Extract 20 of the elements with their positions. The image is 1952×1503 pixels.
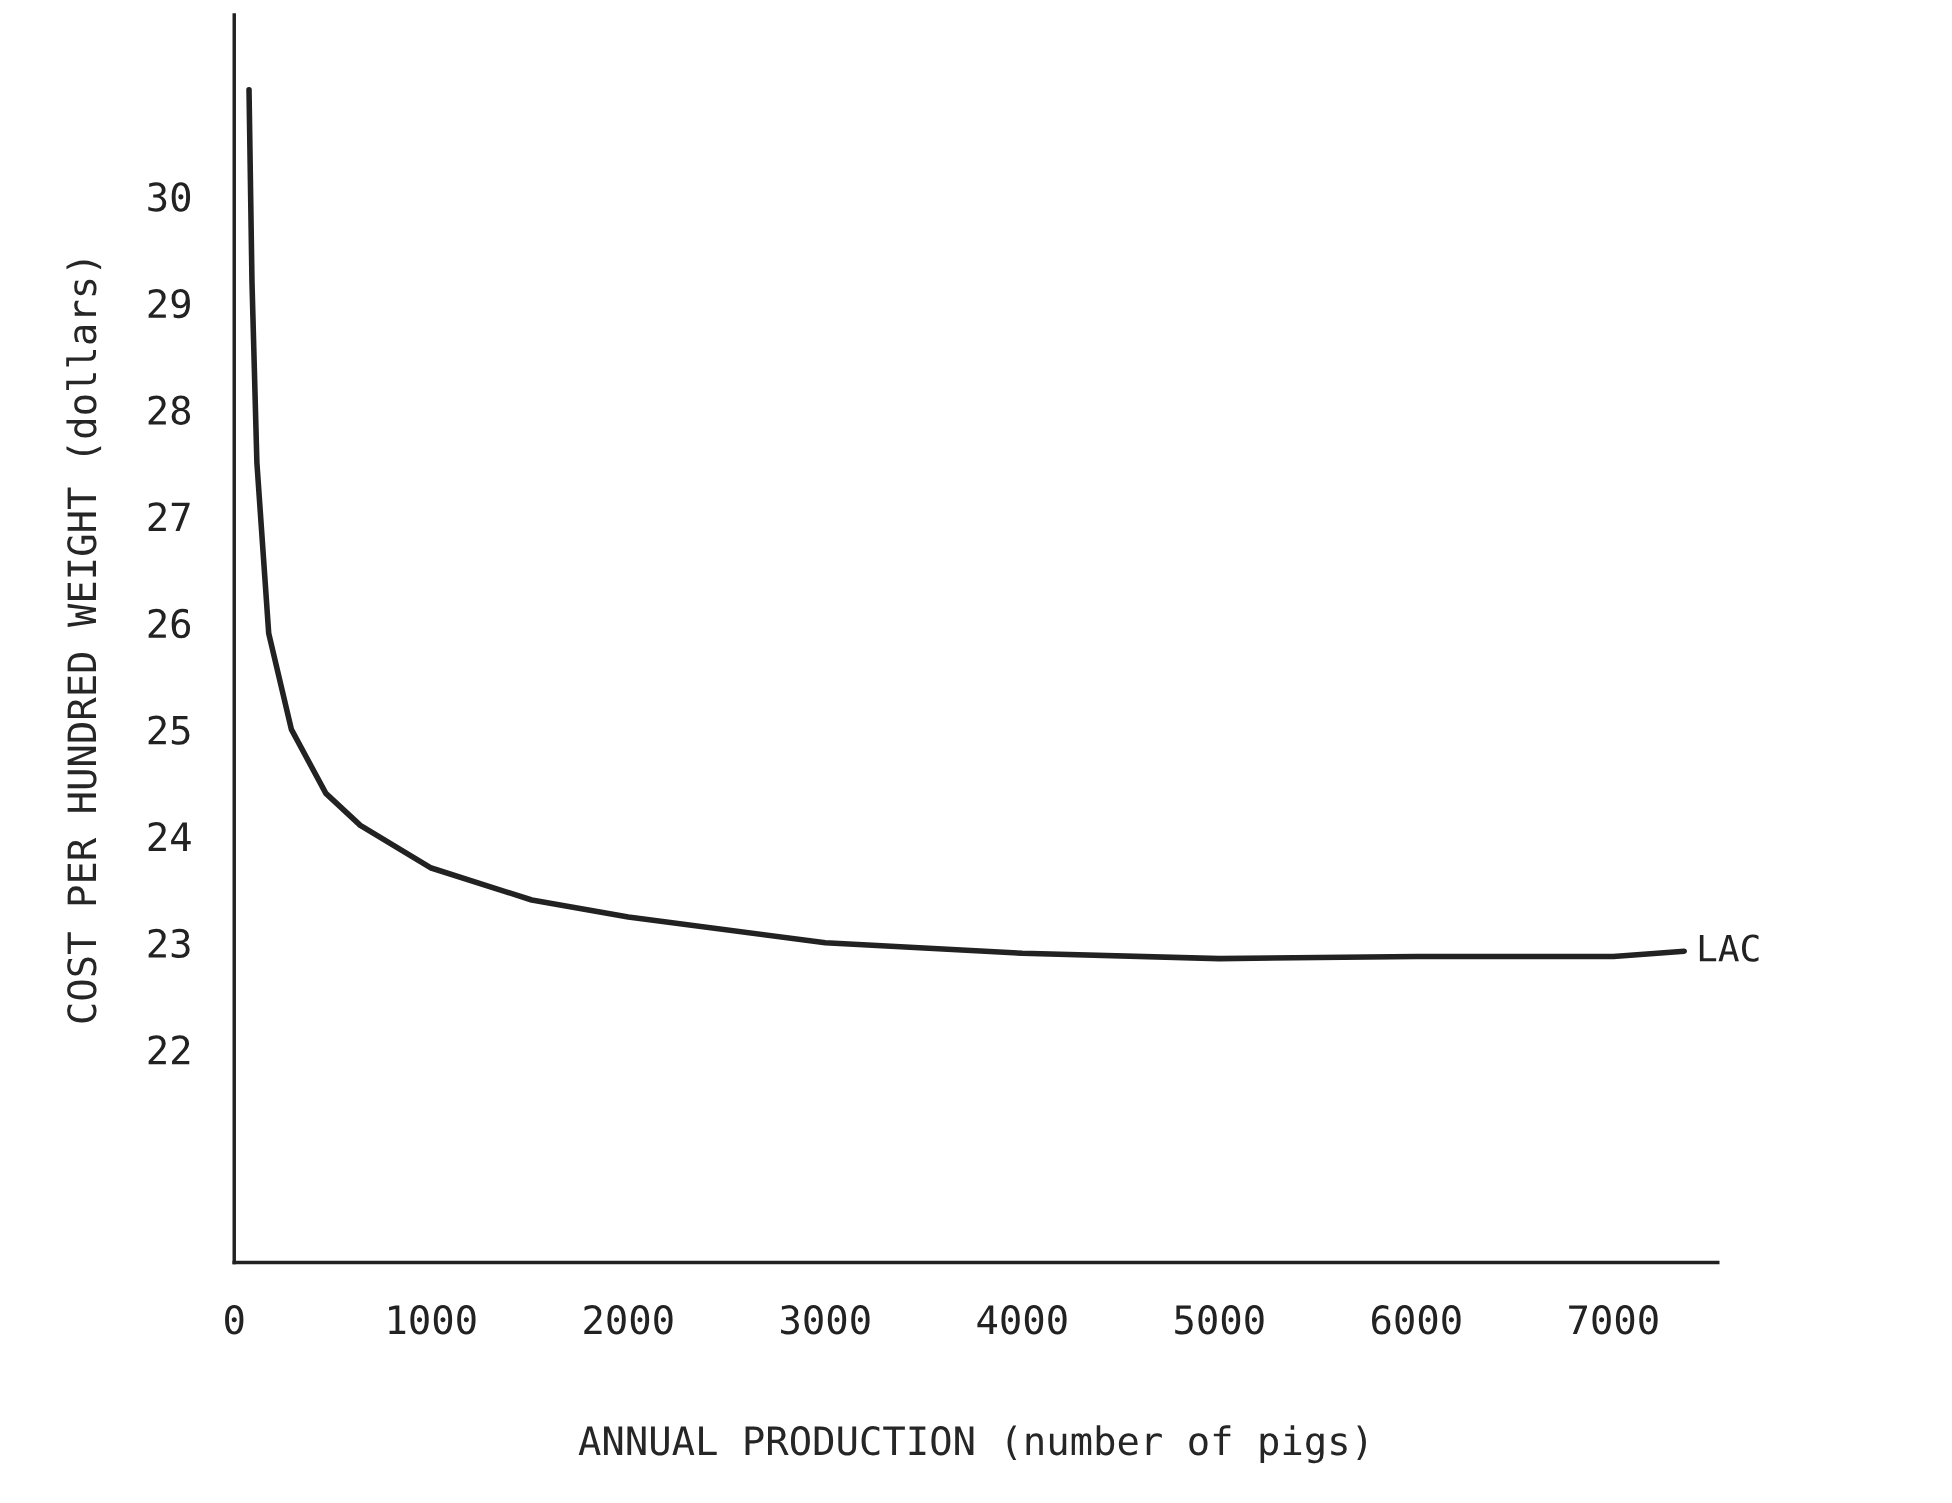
x-tick-label: 0: [225, 1305, 244, 1335]
y-tick-label: 30: [148, 182, 191, 212]
x-axis-title: ANNUAL PRODUCTION (number of pigs): [578, 1425, 1366, 1464]
x-tick-label: 5000: [1175, 1305, 1264, 1335]
y-axis-title: COST PER HUNDRED WEIGHT (dollars): [66, 260, 102, 1023]
y-tick-label: 27: [148, 502, 190, 532]
x-tick-label: 1000: [389, 1305, 476, 1335]
y-tick-label: 23: [148, 928, 190, 959]
x-tick-label: 2000: [584, 1305, 673, 1335]
y-tick-label: 24: [148, 822, 191, 851]
series-label: LAC: [1699, 934, 1759, 962]
y-tick-label: 26: [148, 608, 191, 639]
y-tick-label: 29: [148, 288, 190, 319]
x-tick-label: 6000: [1372, 1305, 1461, 1335]
y-tick-label: 28: [148, 395, 191, 425]
y-tick-label: 22: [148, 1035, 190, 1065]
x-tick-label: 7000: [1569, 1305, 1658, 1335]
x-tick-label: 4000: [977, 1305, 1067, 1335]
y-tick-label: 25: [148, 715, 190, 745]
x-tick-label: 3000: [781, 1305, 870, 1335]
